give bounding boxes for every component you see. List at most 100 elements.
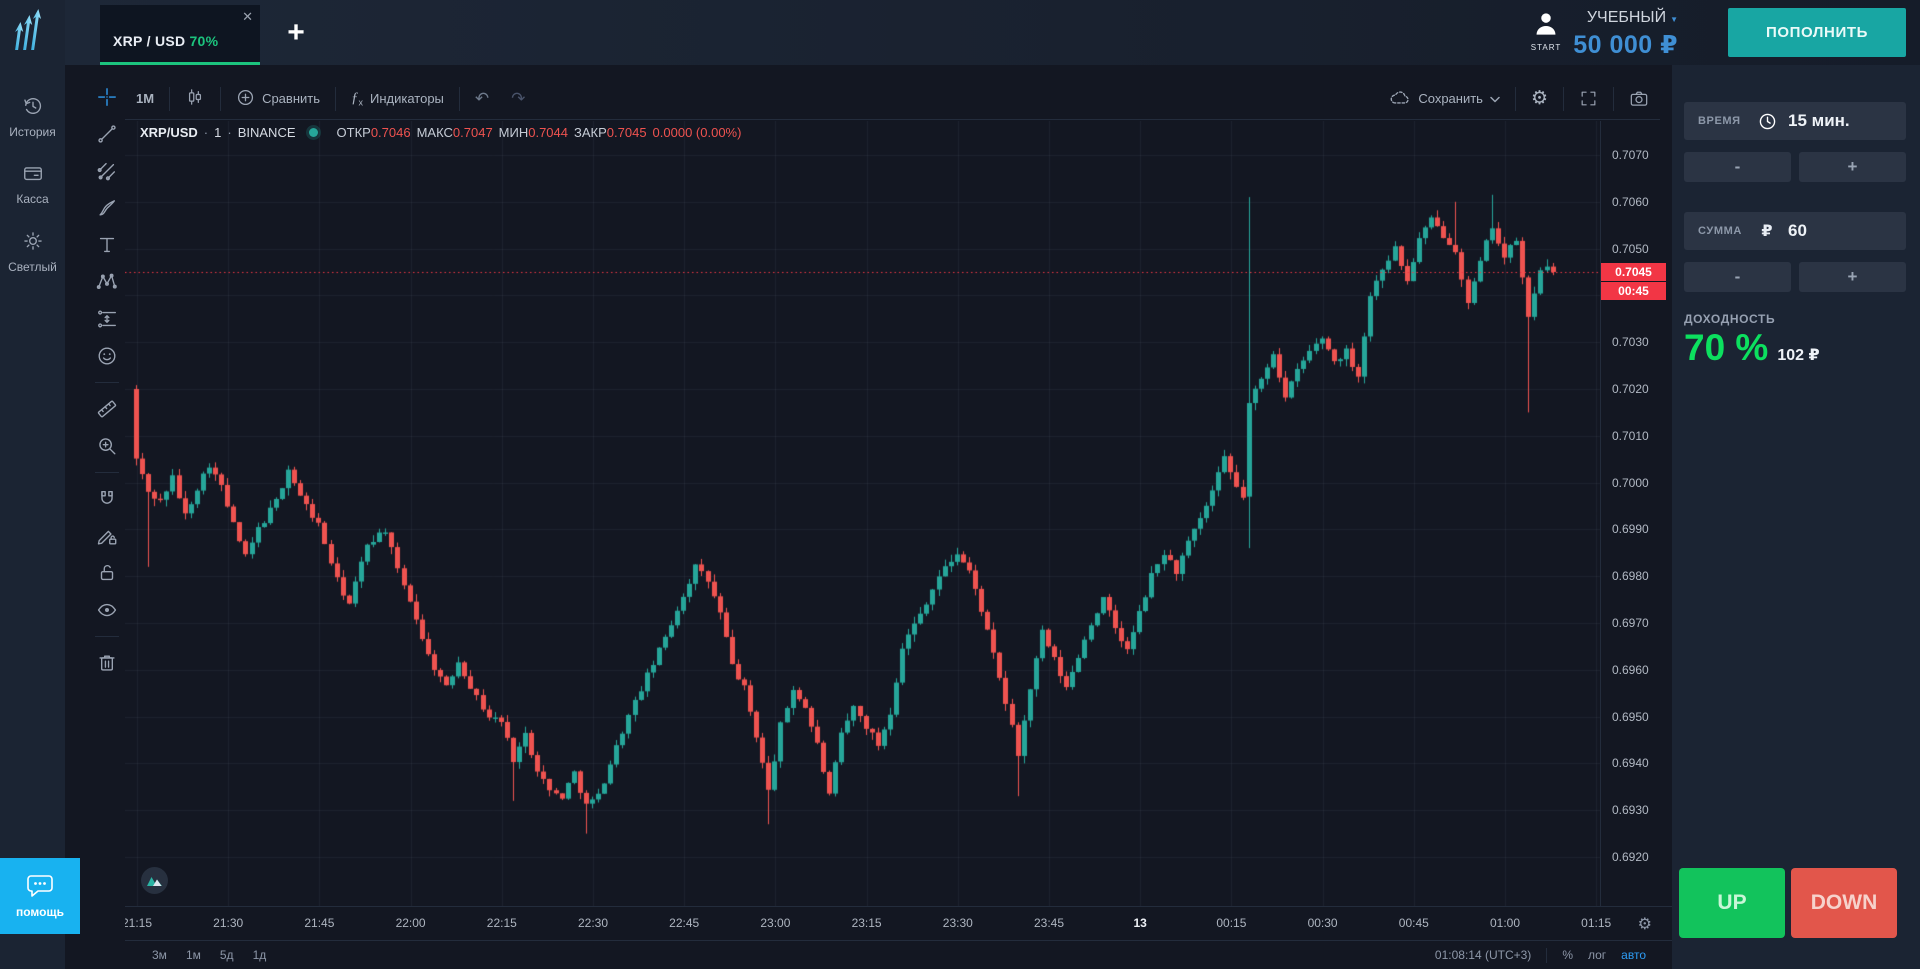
fullscreen-icon[interactable]	[1568, 83, 1609, 115]
toolbar-divider	[95, 382, 119, 383]
market-status-dot	[308, 128, 318, 137]
candles-icon	[185, 87, 205, 110]
time-tick: 21:45	[304, 916, 335, 930]
legend-field: ЗАКР0.7045	[574, 125, 647, 140]
time-tick: 01:15	[1581, 916, 1612, 930]
toolbar-divider	[95, 472, 119, 473]
toolbar-separator	[458, 86, 460, 111]
time-plus-button[interactable]: +	[1799, 152, 1906, 182]
xabcd-pattern-tool-icon[interactable]	[95, 270, 119, 294]
price-tick: 0.7030	[1612, 335, 1649, 350]
sidebar-item-history[interactable]: История	[0, 95, 65, 139]
tab-xrp-usd[interactable]: ✕ XRP / USD 70%	[100, 5, 260, 65]
range-button-1м[interactable]: 1м	[185, 948, 201, 962]
price-tick: 0.7010	[1612, 428, 1649, 443]
amount-label: СУММА	[1698, 225, 1742, 237]
legend-interval: 1	[214, 125, 222, 140]
time-tick: 23:15	[851, 916, 882, 930]
save-layout-button[interactable]: Сохранить	[1378, 83, 1511, 115]
price-tick: 0.7020	[1612, 382, 1649, 396]
legend-exchange: BINANCE	[237, 125, 296, 140]
settings-gear-icon[interactable]: ⚙	[1530, 88, 1548, 109]
trend-line-tool-icon[interactable]	[95, 122, 119, 146]
log-scale-button[interactable]: лог	[1587, 948, 1607, 962]
time-tick: 22:00	[395, 916, 426, 930]
chart-logo-watermark[interactable]	[141, 867, 168, 894]
magnet-tool-icon[interactable]	[95, 487, 119, 511]
zoom-in-tool-icon[interactable]	[95, 434, 119, 458]
amount-value: 60	[1788, 221, 1807, 240]
range-button-3м[interactable]: 3м	[152, 948, 167, 962]
amount-field[interactable]: СУММА ₽ 60	[1684, 212, 1906, 250]
ruler-tool-icon[interactable]	[95, 397, 119, 421]
clock-utc[interactable]: 01:08:14 (UTC+3)	[1434, 948, 1532, 962]
chart-style-button[interactable]	[174, 83, 216, 115]
brush-tool-icon[interactable]	[95, 196, 119, 220]
toolbar-separator	[335, 86, 336, 111]
up-button[interactable]: UP	[1679, 868, 1785, 938]
gann-fib-tool-icon[interactable]	[95, 159, 119, 183]
emoji-tool-icon[interactable]	[95, 344, 119, 368]
tab-close-icon[interactable]: ✕	[242, 9, 253, 24]
payout-label: ДОХОДНОСТЬ	[1684, 312, 1776, 326]
sun-icon	[22, 232, 44, 256]
amount-plus-button[interactable]: +	[1799, 262, 1906, 292]
time-minus-button[interactable]: -	[1684, 152, 1791, 182]
lock-all-tool-icon[interactable]	[95, 561, 119, 585]
text-tool-icon[interactable]	[95, 233, 119, 257]
price-axis[interactable]: 0.7045 00:45 0.70700.70600.70500.70400.7…	[1600, 121, 1672, 906]
axis-settings-gear-icon[interactable]: ⚙	[1637, 916, 1652, 933]
undo-button[interactable]: ↶	[474, 89, 490, 108]
deposit-button[interactable]: ПОПОЛНИТЬ	[1728, 8, 1906, 57]
compare-button[interactable]: Сравнить	[225, 83, 331, 115]
time-tick: 22:30	[577, 916, 609, 930]
help-button[interactable]: помощь	[0, 858, 80, 934]
time-tick: 00:30	[1307, 916, 1338, 930]
brand-logo[interactable]	[13, 8, 53, 59]
interval-button[interactable]: 1M	[136, 91, 155, 106]
account-balance-block[interactable]: УЧЕБНЫЙ ▼ 50 000 ₽	[1528, 9, 1678, 60]
sidebar-item-cashier[interactable]: Касса	[0, 162, 65, 206]
drawing-lock-tool-icon[interactable]	[95, 524, 119, 548]
redo-button[interactable]: ↷	[511, 89, 526, 108]
remove-all-tool-icon[interactable]	[95, 651, 119, 675]
time-axis[interactable]: ⚙ 21:15 21:30 21:45 22:00 22:15 22:30 22:45 23:…	[125, 906, 1672, 940]
candlestick-chart-canvas[interactable]	[125, 121, 1600, 906]
legend-change: 0.0000 (0.00%)	[652, 125, 742, 140]
account-user[interactable]: START	[1524, 11, 1568, 52]
hide-all-tool-icon[interactable]	[95, 598, 119, 622]
tab-symbol: XRP / USD 70%	[113, 33, 219, 49]
balance-amount: 50 000 ₽	[1573, 31, 1678, 59]
sidebar-item-theme[interactable]: Светлый	[0, 230, 65, 274]
amount-minus-button[interactable]: -	[1684, 262, 1791, 292]
price-tick: 0.7050	[1612, 241, 1649, 256]
time-label: ВРЕМЯ	[1698, 115, 1741, 127]
time-tick: 23:00	[760, 916, 791, 930]
add-tab-button[interactable]: +	[278, 15, 314, 51]
price-tick: 0.6940	[1612, 756, 1649, 771]
time-tick: 23:30	[942, 916, 973, 930]
ruble-icon: ₽	[1761, 223, 1773, 240]
auto-scale-button[interactable]: авто	[1621, 948, 1646, 962]
range-button-1д[interactable]: 1д	[252, 948, 267, 962]
percent-scale-button[interactable]: %	[1562, 948, 1573, 962]
tab-payout: 70%	[189, 33, 219, 49]
chat-bubble-icon	[25, 873, 55, 902]
account-type-dropdown[interactable]: УЧЕБНЫЙ ▼	[1586, 9, 1678, 26]
legend-symbol[interactable]: XRP/USD	[140, 125, 198, 140]
expiry-time-field[interactable]: ВРЕМЯ 15 мин.	[1684, 102, 1906, 140]
toolbar-separator	[1563, 86, 1564, 111]
toolbar-separator	[1613, 86, 1614, 111]
chevron-down-icon	[1490, 91, 1500, 106]
indicators-button[interactable]: ƒx Индикаторы	[351, 89, 444, 108]
screenshot-camera-icon[interactable]	[1618, 83, 1660, 115]
projection-tool-icon[interactable]	[95, 307, 119, 331]
price-tick: 0.7070	[1612, 148, 1649, 162]
range-button-5д[interactable]: 5д	[219, 948, 234, 962]
user-label: START	[1530, 43, 1562, 52]
cloud-icon	[1389, 88, 1411, 109]
down-button[interactable]: DOWN	[1791, 868, 1897, 938]
time-tick: 13	[1133, 916, 1147, 930]
crosshair-tool-icon[interactable]	[95, 85, 119, 109]
